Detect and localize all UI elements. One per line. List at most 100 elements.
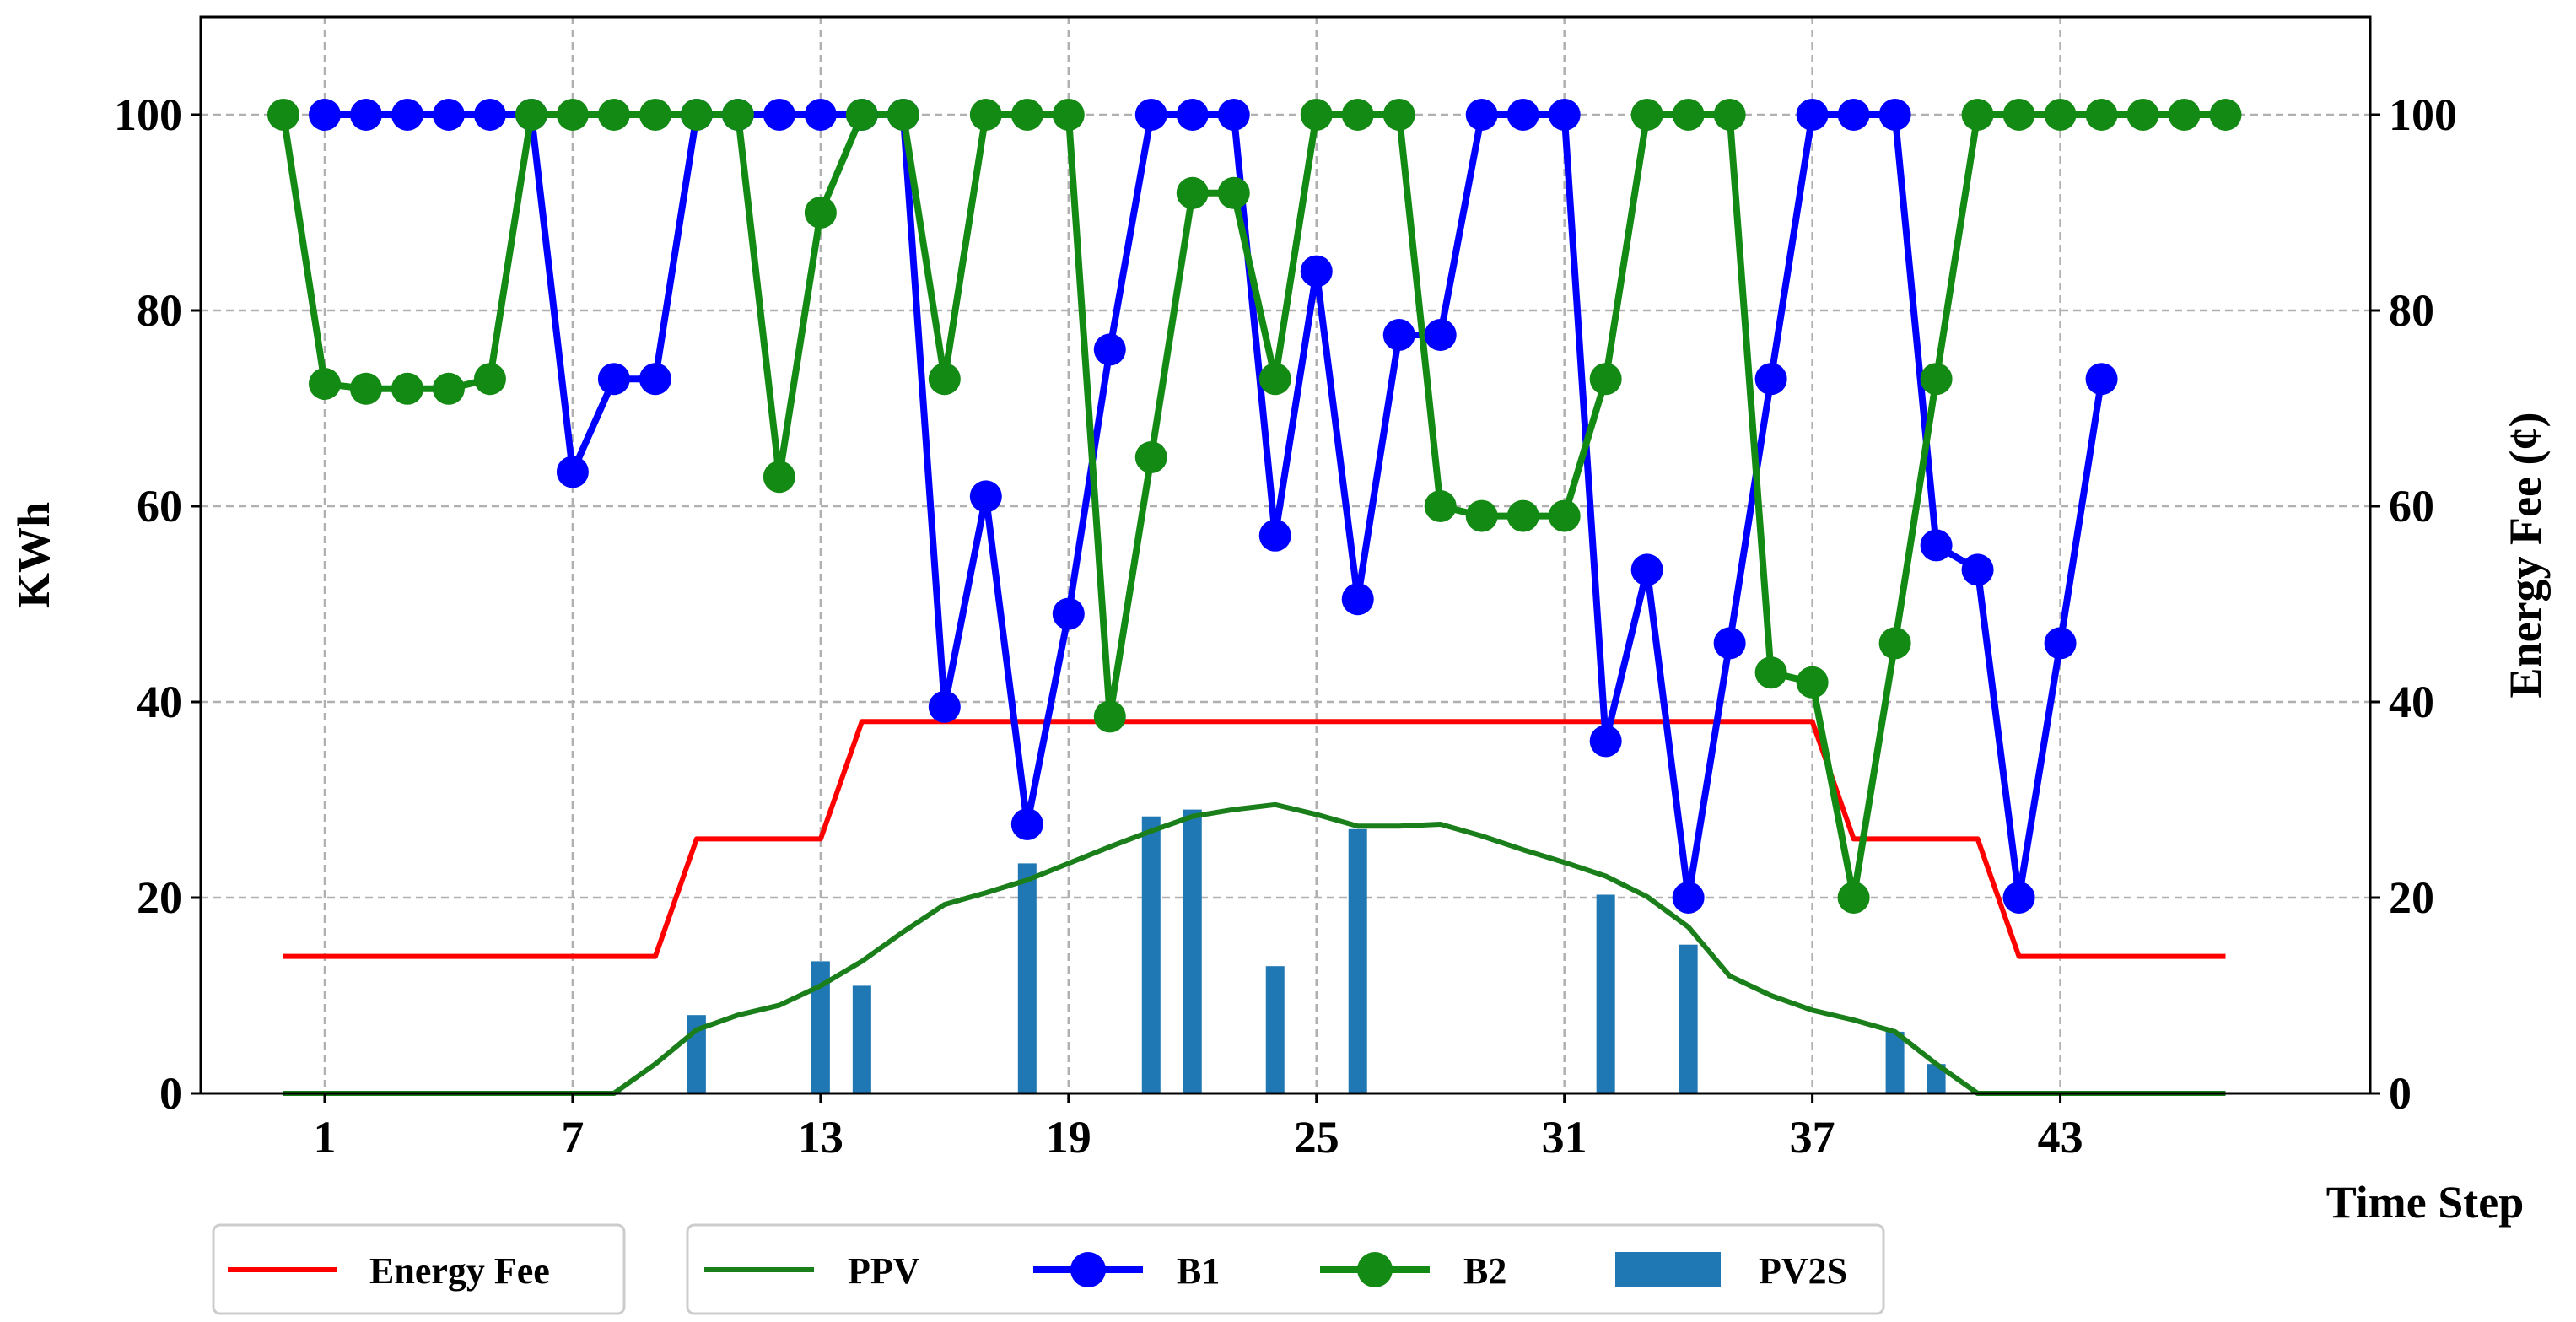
b2-point (969, 99, 1002, 131)
b2-point (887, 99, 919, 131)
b1-point (1382, 319, 1415, 351)
b1-point (1920, 529, 1953, 562)
pv2s-bar (1017, 863, 1037, 1093)
b1-point (804, 99, 837, 131)
x-tick-label: 37 (1790, 1112, 1835, 1163)
b2-point (2002, 99, 2035, 131)
pv2s-bar (811, 961, 830, 1093)
b2-point (1424, 490, 1457, 522)
y-right-tick-label: 0 (2389, 1068, 2412, 1119)
b2-point (639, 99, 671, 131)
b2-point (763, 461, 795, 494)
b1-point (391, 99, 423, 131)
b1-point (1134, 99, 1167, 131)
b2-point (1382, 99, 1415, 131)
b1-point (1961, 553, 1994, 586)
b2-point (1796, 666, 1829, 699)
b1-point (1093, 333, 1126, 366)
legend-swatch-pv2s (1615, 1252, 1721, 1287)
x-tick-label: 1 (313, 1112, 336, 1163)
pv2s-bar (1141, 816, 1161, 1093)
b1-point (1589, 725, 1622, 758)
b1-point (928, 690, 961, 723)
b2-point (267, 99, 299, 131)
b2-point (432, 372, 465, 405)
b1-point (1837, 99, 1870, 131)
b2-point (1589, 363, 1622, 396)
y-left-tick-label: 20 (137, 872, 182, 923)
x-axis-title: Time Step (2326, 1177, 2525, 1228)
b1-point (1341, 583, 1374, 616)
b2-point (391, 372, 423, 405)
y-right-tick-label: 80 (2389, 285, 2434, 336)
b1-point (1878, 99, 1911, 131)
b2-point (1258, 363, 1291, 396)
b2-point (2044, 99, 2077, 131)
b2-point (1713, 99, 1746, 131)
b1-point (2085, 363, 2118, 396)
y-left-tick-label: 0 (159, 1068, 182, 1119)
legend-marker-b2 (1357, 1252, 1393, 1287)
b1-point (1630, 553, 1663, 586)
pv2s-bar (1348, 828, 1367, 1093)
b2-point (1010, 99, 1043, 131)
legend-label-energy-fee: Energy Fee (369, 1250, 550, 1292)
b2-point (597, 99, 630, 131)
b1-point (1672, 882, 1705, 914)
b2-point (2209, 99, 2242, 131)
axis-ticks: 1 7 13 19 25 31 37 43 0 20 40 60 80 100 0 20 40 60 80 100 (114, 89, 2457, 1163)
legend-marker-b1 (1070, 1252, 1106, 1287)
b2-point (1052, 99, 1085, 131)
pv2s-bar (1265, 966, 1285, 1093)
b2-point (473, 363, 506, 396)
b2-point (804, 197, 837, 229)
b1-point (1796, 99, 1829, 131)
b1-point (597, 363, 630, 396)
legend-label-pv2s: PV2S (1759, 1250, 1847, 1292)
b1-point (2002, 882, 2035, 914)
b1-point (1424, 319, 1457, 351)
b2-point (1506, 499, 1539, 532)
b1-point (1754, 363, 1787, 396)
y-right-tick-label: 40 (2389, 677, 2434, 727)
pv2s-bar (1183, 809, 1202, 1093)
y-left-tick-label: 60 (137, 481, 182, 531)
x-tick-label: 7 (561, 1112, 584, 1163)
b2-point (2085, 99, 2118, 131)
legend-label-b1: B1 (1177, 1250, 1220, 1292)
b2-point (1837, 882, 1870, 914)
y-right-tick-label: 60 (2389, 481, 2434, 531)
b1-point (763, 99, 795, 131)
b2-point (1093, 700, 1126, 733)
b1-point (969, 480, 1002, 513)
b2-point (928, 363, 961, 396)
b1-point (1506, 99, 1539, 131)
b2-point (1465, 499, 1498, 532)
b2-point (1630, 99, 1663, 131)
x-tick-label: 43 (2038, 1112, 2083, 1163)
legend-label-b2: B2 (1463, 1250, 1506, 1292)
b2-point (1134, 441, 1167, 473)
pv2s-bar (1927, 1064, 1946, 1093)
y-right-tick-label: 20 (2389, 872, 2434, 923)
b1-point (1052, 597, 1085, 630)
b2-point (1961, 99, 1994, 131)
b1-point (1258, 519, 1291, 552)
b1-point (1713, 627, 1746, 660)
b1-point (473, 99, 506, 131)
y-right-tick-label: 100 (2389, 89, 2457, 140)
pv2s-bar (1679, 944, 1698, 1093)
series-markers (267, 99, 2242, 914)
b1-point (349, 99, 382, 131)
b1-point (1217, 99, 1250, 131)
legend-box-energy-fee: Energy Fee (212, 1223, 626, 1315)
b1-point (1176, 99, 1209, 131)
pv2s-bar (1596, 894, 1615, 1093)
plot-frame (199, 15, 2372, 1095)
b2-point (2168, 99, 2201, 131)
b2-point (2126, 99, 2159, 131)
b1-point (432, 99, 465, 131)
pv2s-bars (687, 809, 1946, 1093)
b2-point (1920, 363, 1953, 396)
b1-point (1465, 99, 1498, 131)
